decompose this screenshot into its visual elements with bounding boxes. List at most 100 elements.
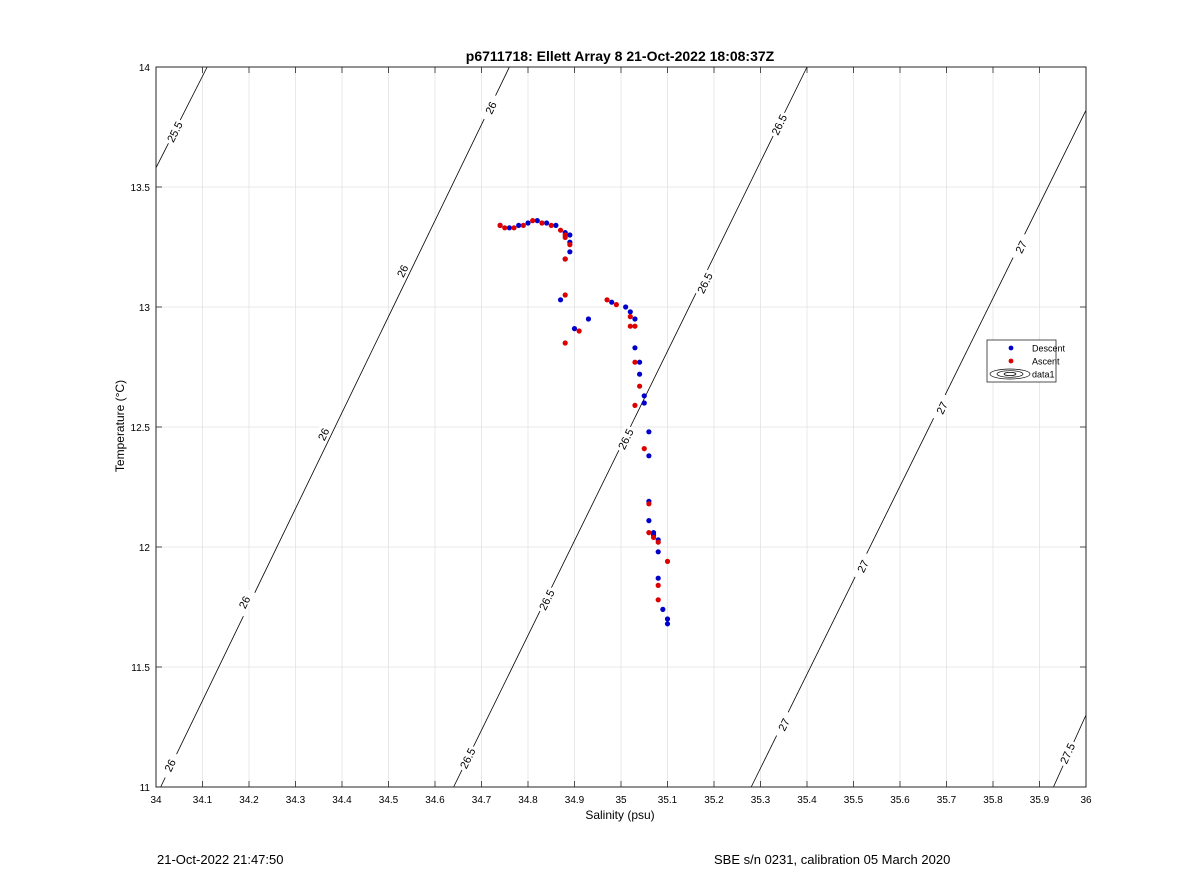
ascent-point xyxy=(567,242,573,248)
descent-point xyxy=(567,249,573,255)
ascent-point xyxy=(557,227,564,233)
legend-label-ascent: Ascent xyxy=(1032,357,1060,367)
y-tick-label: 13.5 xyxy=(131,183,151,194)
descent-point xyxy=(646,518,652,524)
contour-label-bg xyxy=(771,709,795,739)
descent-point xyxy=(655,549,661,555)
descent-point xyxy=(646,429,652,435)
ascent-point xyxy=(627,323,633,329)
x-tick-label: 34.6 xyxy=(425,795,445,806)
data-series xyxy=(497,218,671,627)
x-tick-label: 34.2 xyxy=(239,795,259,806)
ascent-point xyxy=(562,234,568,240)
legend: Descent Ascent data1 xyxy=(986,339,1066,383)
ascent-point xyxy=(641,446,647,452)
ascent-point xyxy=(637,383,643,389)
y-tick-label: 12.5 xyxy=(131,423,151,434)
descent-point xyxy=(637,371,643,377)
ascent-point xyxy=(520,222,526,228)
instrument-calibration: SBE s/n 0231, calibration 05 March 2020 xyxy=(714,852,951,867)
x-tick-label: 35.2 xyxy=(704,795,724,806)
ascent-point xyxy=(655,582,661,589)
ascent-point xyxy=(502,225,508,231)
contour-label-bg xyxy=(850,551,874,581)
contour-label-bg xyxy=(311,419,335,449)
descent-point xyxy=(664,621,671,627)
contour-label-bg xyxy=(390,256,414,286)
descent-point xyxy=(525,220,531,226)
contour-label: 27 xyxy=(777,717,793,733)
contour-label-bg xyxy=(1055,738,1079,768)
descent-point xyxy=(585,316,592,322)
ascent-point xyxy=(562,256,568,262)
descent-point xyxy=(609,299,615,305)
x-tick-label: 35.1 xyxy=(658,795,678,806)
density-contour-line xyxy=(160,66,510,788)
ascent-point xyxy=(632,359,638,365)
ascent-point xyxy=(627,314,633,320)
ascent-point xyxy=(511,225,517,231)
descent-point xyxy=(641,400,647,406)
contour-label: 27 xyxy=(935,400,951,416)
x-tick-label: 35.3 xyxy=(751,795,771,806)
legend-label-data1: data1 xyxy=(1032,370,1055,380)
ascent-point xyxy=(530,218,536,224)
ascent-point xyxy=(646,501,652,507)
descent-point xyxy=(506,225,512,231)
x-tick-label: 35.4 xyxy=(797,795,817,806)
x-tick-label: 35.7 xyxy=(937,795,957,806)
contour-label-bg xyxy=(613,424,637,454)
x-tick-label: 34.5 xyxy=(379,795,399,806)
x-tick-label: 35.9 xyxy=(1030,795,1050,806)
contour-label-bg xyxy=(929,393,953,423)
y-tick-label: 13 xyxy=(139,303,151,314)
descent-point xyxy=(571,326,578,332)
y-tick-label: 14 xyxy=(139,63,151,74)
series-ascent xyxy=(497,218,671,603)
y-tick-label: 11 xyxy=(140,783,151,794)
contour-label: 26 xyxy=(316,427,332,443)
grid xyxy=(155,66,1087,788)
descent-point xyxy=(623,304,629,310)
ascent-point xyxy=(497,222,503,228)
ascent-point xyxy=(664,558,671,565)
x-axis-label: Salinity (psu) xyxy=(585,808,654,822)
contour-label-bg xyxy=(1008,232,1033,262)
contour-label-bg xyxy=(767,109,791,139)
contour-label-bg xyxy=(157,750,182,780)
y-tick-label: 11.5 xyxy=(131,663,150,674)
ascent-point xyxy=(650,534,657,541)
ascent-point xyxy=(548,222,554,228)
descent-point xyxy=(646,453,652,459)
contour-label: 26 xyxy=(163,758,179,774)
x-tick-label: 35.5 xyxy=(844,795,864,806)
ascent-point xyxy=(576,328,582,334)
ascent-point xyxy=(646,530,652,536)
ascent-point xyxy=(562,340,568,346)
x-tick-label: 34.7 xyxy=(472,795,492,806)
ascent-point xyxy=(632,402,638,408)
ascent-point xyxy=(613,302,619,308)
density-contour-line xyxy=(750,110,1087,788)
descent-point xyxy=(627,309,633,315)
x-tick-label: 35.8 xyxy=(983,795,1003,806)
contour-label-bg xyxy=(232,587,256,617)
descent-point xyxy=(632,345,638,351)
contour-label: 26 xyxy=(484,100,500,116)
y-tick-label: 12 xyxy=(139,543,151,554)
x-tick-label: 34.8 xyxy=(518,795,538,806)
y-axis-label: Temperature (°C) xyxy=(113,380,127,472)
descent-point xyxy=(660,606,666,613)
series-descent xyxy=(497,218,671,627)
x-tick-label: 34.9 xyxy=(565,795,585,806)
descent-point xyxy=(567,232,573,238)
ascent-point xyxy=(655,539,661,545)
contour-label: 27 xyxy=(856,558,872,574)
x-tick-label: 34.3 xyxy=(286,795,306,806)
legend-label-descent: Descent xyxy=(1032,344,1066,354)
ascent-point xyxy=(632,323,638,329)
x-tick-label: 36 xyxy=(1080,795,1092,806)
x-tick-label: 34.4 xyxy=(332,795,352,806)
descent-point xyxy=(516,222,522,228)
